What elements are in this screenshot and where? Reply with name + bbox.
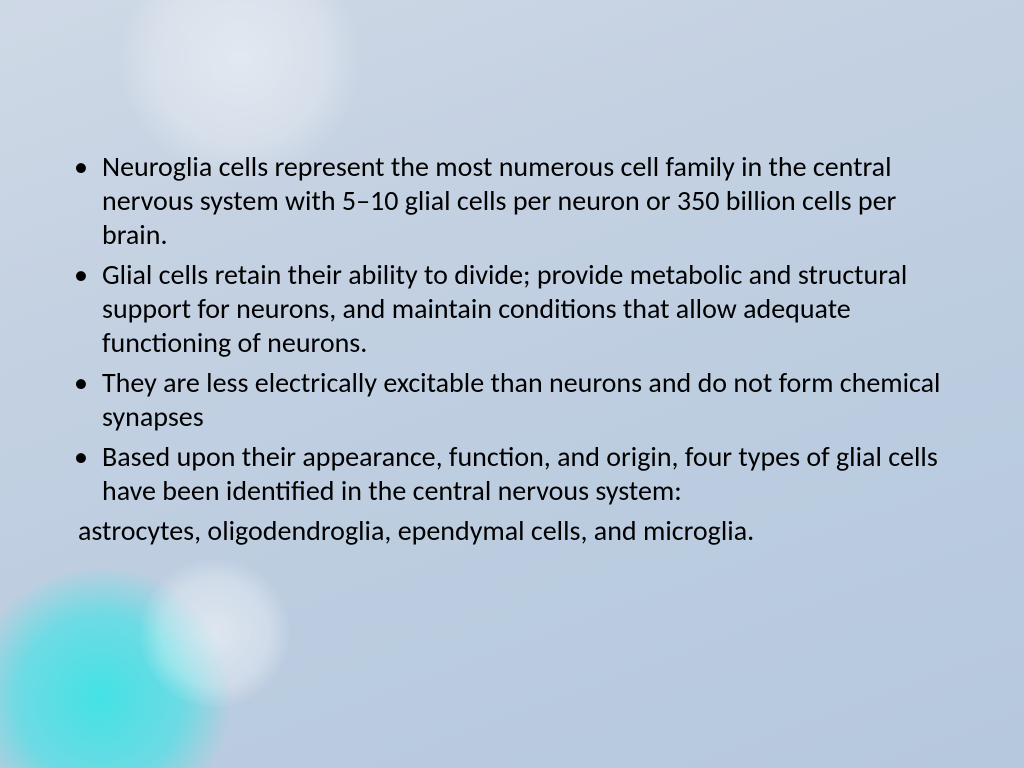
bullet-item: They are less electrically excitable tha… — [60, 366, 964, 434]
bullet-text: Neuroglia cells represent the most numer… — [102, 149, 896, 252]
bullet-text: They are less electrically excitable tha… — [102, 365, 940, 434]
bullet-text: Based upon their appearance, function, a… — [102, 439, 938, 508]
bullet-list: Neuroglia cells represent the most numer… — [60, 150, 964, 508]
bullet-item: Neuroglia cells represent the most numer… — [60, 150, 964, 252]
slide-content: Neuroglia cells represent the most numer… — [0, 0, 1024, 768]
bullet-item: Glial cells retain their ability to divi… — [60, 258, 964, 360]
continuation-line: astrocytes, oligodendroglia, ependymal c… — [60, 514, 964, 548]
bullet-item: Based upon their appearance, function, a… — [60, 440, 964, 508]
bullet-text: Glial cells retain their ability to divi… — [102, 257, 907, 360]
